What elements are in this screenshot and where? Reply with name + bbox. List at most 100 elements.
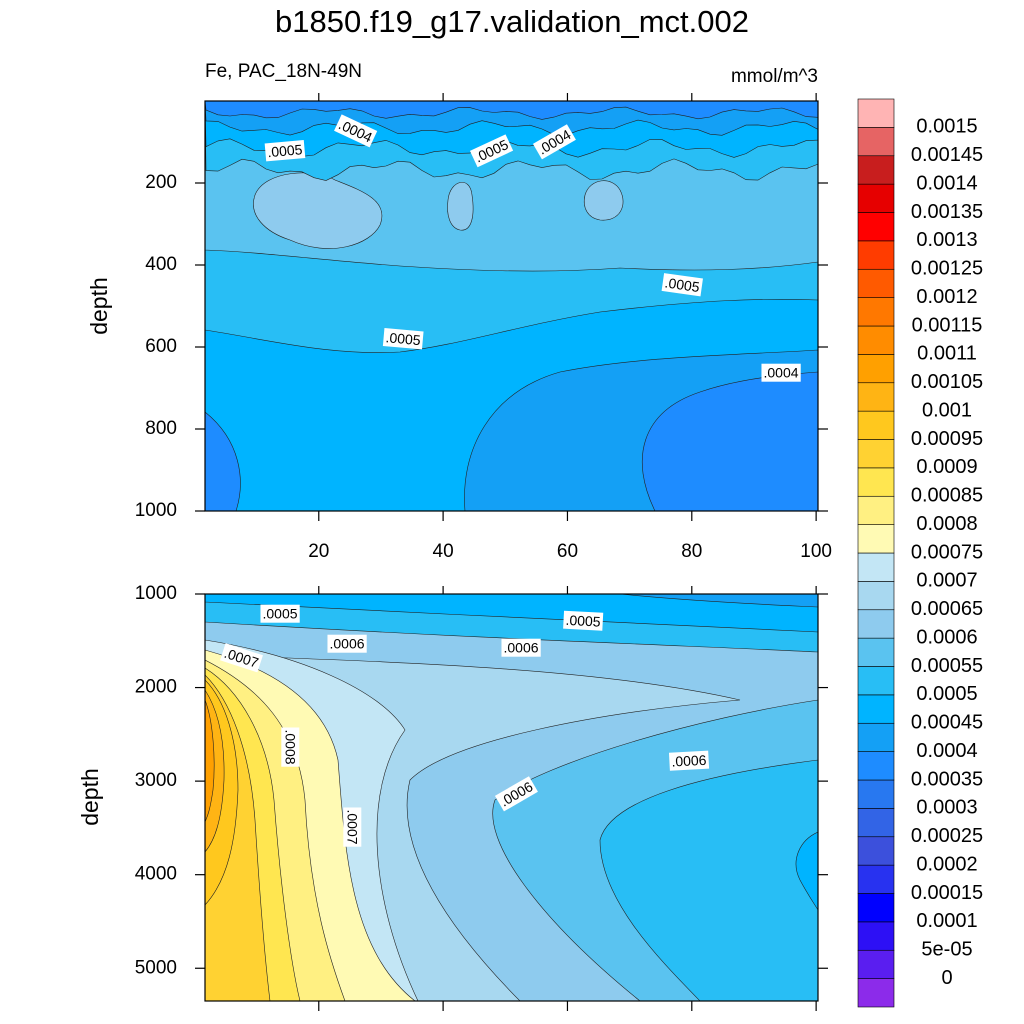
contour-label: .0006 (668, 750, 710, 771)
contour-label-bg (469, 134, 514, 168)
colorbar-box (857, 495, 895, 525)
contour-label: .0006 (501, 638, 541, 657)
colorbar-box (857, 779, 895, 809)
colorbar-label: 0.0003 (916, 797, 977, 819)
colorbar-label: 0.00065 (911, 598, 983, 620)
colorbar-box (857, 439, 895, 469)
colorbar-box (857, 949, 895, 979)
colorbar-label: 0.0012 (916, 286, 977, 308)
contour-label-text: .0006 (503, 640, 538, 656)
contour-label-text: .0005 (664, 274, 701, 295)
colorbar-box (857, 694, 895, 724)
colorbar-box (857, 836, 895, 866)
contour-region (619, 594, 818, 608)
contour-label-bg (220, 643, 263, 673)
y-tick-label: 3000 (135, 770, 177, 791)
colorbar-box (857, 893, 895, 923)
contour-label-bg (494, 776, 538, 812)
colorbar-box (857, 325, 895, 355)
contour-label-bg (532, 124, 576, 160)
colorbar-box (857, 382, 895, 412)
colorbar-box (857, 666, 895, 696)
contour-label-text: .0006 (329, 636, 364, 652)
colorbar-box (857, 637, 895, 667)
y-tick-label: 800 (145, 418, 177, 439)
colorbar-box (857, 268, 895, 298)
contour-label-bg (563, 610, 604, 631)
x-tick-label: 100 (800, 541, 832, 562)
colorbar-box (857, 751, 895, 781)
y-tick-label: 600 (145, 336, 177, 357)
colorbar-label: 0.00015 (911, 882, 983, 904)
subtitle-right: mmol/m^3 (731, 66, 818, 87)
colorbar-box (857, 212, 895, 242)
x-tick-label: 20 (308, 541, 329, 562)
colorbar-box (857, 921, 895, 951)
contour-label: .0008 (281, 727, 300, 767)
colorbar-label: 0.0015 (916, 116, 977, 138)
colorbar-box (857, 297, 895, 327)
contour-label-bg (501, 638, 541, 657)
colorbar-label: 5e-05 (921, 939, 972, 961)
colorbar-box (857, 722, 895, 752)
y-tick-label: 2000 (135, 677, 177, 698)
colorbar-box (857, 410, 895, 440)
y-tick-label: 1000 (135, 500, 177, 521)
contour-label-bg (334, 114, 378, 148)
contour-label-text: .0006 (671, 752, 707, 770)
colorbar-box (857, 467, 895, 497)
contour-label: .0006 (327, 634, 367, 653)
y-axis-label: depth (77, 768, 103, 826)
contour-label-bg (327, 634, 367, 653)
colorbar-box (857, 524, 895, 554)
plot-frame (204, 593, 819, 1002)
x-tick-label: 40 (433, 541, 454, 562)
x-tick-label: 80 (681, 541, 702, 562)
y-tick-label: 1000 (135, 583, 177, 604)
y-tick-label: 4000 (135, 864, 177, 885)
contour-label-bg (260, 604, 300, 623)
colorbar-label: 0.0008 (916, 513, 977, 535)
contour-region (447, 182, 474, 231)
colorbar-box (857, 240, 895, 270)
contour-plot (205, 101, 818, 511)
colorbar-label: 0.0014 (916, 172, 977, 194)
colorbar-label: 0.0004 (916, 740, 977, 762)
subtitle-left: Fe, PAC_18N-49N (205, 61, 362, 82)
contour-label: .0005 (382, 328, 424, 350)
colorbar-label: 0.00055 (911, 655, 983, 677)
contour-label-bg (382, 328, 424, 350)
colorbar-box (857, 864, 895, 894)
x-tick-label: 60 (557, 541, 578, 562)
colorbar-label: 0 (941, 967, 952, 989)
contour-label-text: .0005 (565, 612, 601, 630)
colorbar-label: 0.00075 (911, 541, 983, 563)
colorbar-label: 0.00145 (911, 144, 983, 166)
y-tick-label: 5000 (135, 957, 177, 978)
contour-label-text: .0005 (385, 329, 422, 348)
colorbar-box (857, 354, 895, 384)
colorbar-box (857, 98, 895, 128)
contour-label-bg (668, 750, 710, 771)
colorbar-label: 0.0006 (916, 626, 977, 648)
contour-label-text: .0004 (763, 365, 798, 381)
contour-label: .0005 (264, 140, 306, 162)
contour-label-text: .0007 (344, 809, 360, 844)
contour-label: .0005 (260, 604, 300, 623)
y-tick-label: 200 (145, 172, 177, 193)
colorbar-label: 0.0009 (916, 456, 977, 478)
colorbar-label: 0.00025 (911, 825, 983, 847)
contour-label: .0007 (343, 807, 362, 847)
contour-region (205, 101, 818, 120)
contour-label: .0005 (563, 610, 604, 631)
colorbar-label: 0.00095 (911, 428, 983, 450)
contour-region (583, 180, 624, 221)
y-axis-label: depth (86, 277, 112, 335)
colorbar-label: 0.001 (922, 399, 972, 421)
colorbar-box (857, 127, 895, 157)
colorbar-box (857, 552, 895, 582)
contour-label-text: .0005 (262, 606, 297, 622)
contour-label-bg (343, 807, 362, 847)
colorbar-label: 0.00105 (911, 371, 983, 393)
